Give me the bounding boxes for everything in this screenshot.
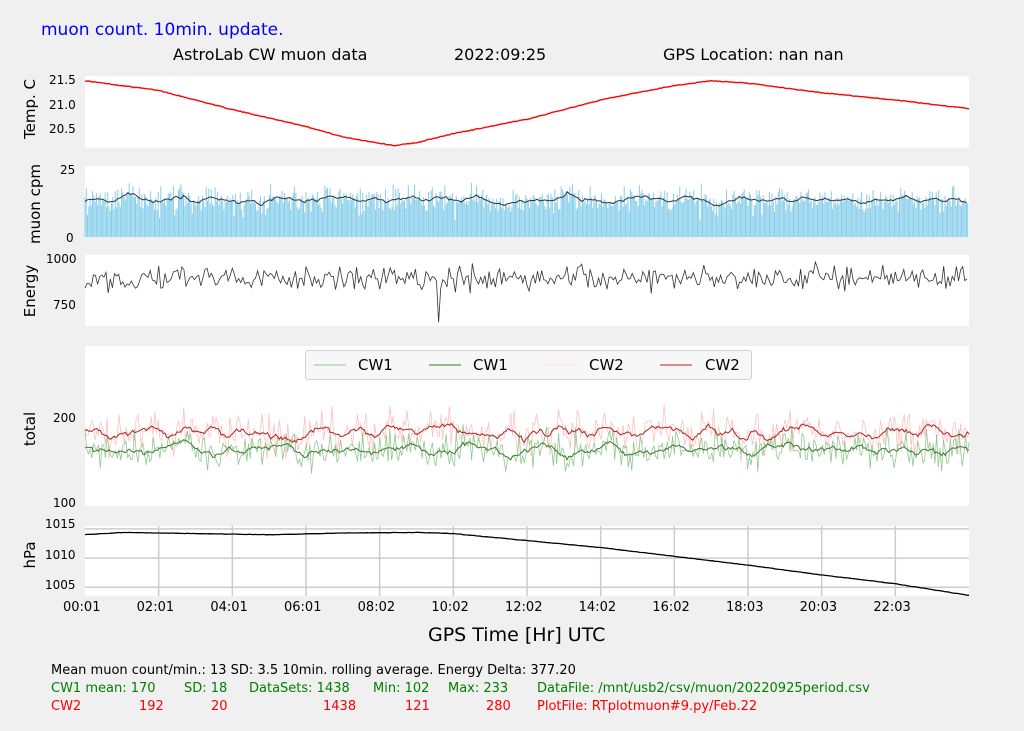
total-ytick: 100 (53, 496, 76, 510)
muon-ytick: 0 (66, 231, 74, 245)
stats-line-1: Mean muon count/min.: 13 SD: 3.5 10min. … (51, 663, 576, 678)
x-tick-label: 20:03 (799, 600, 838, 615)
cw2-mean: 192 (139, 699, 164, 714)
plot-file: PlotFile: RTplotmuon#9.py/Feb.22 (537, 699, 758, 714)
x-axis-label: GPS Time [Hr] UTC (428, 624, 606, 646)
temp-ytick: 20.5 (49, 122, 76, 136)
temperature-line (85, 79, 969, 147)
muon-ytick: 25 (60, 163, 76, 177)
pressure-line (84, 531, 969, 596)
x-tick-label: 00:01 (63, 600, 101, 615)
legend-label-cw2-avg: CW2 (705, 356, 740, 374)
muon-rolling-average (84, 191, 967, 207)
cw1-sd: SD: 18 (184, 681, 228, 696)
x-tick-label: 02:01 (136, 600, 175, 615)
temp-ytick: 21.0 (49, 98, 76, 112)
cw1-mean: CW1 mean: 170 (51, 681, 156, 696)
chart-date: 2022:09:25 (454, 45, 547, 64)
cw2-datasets: 1438 (323, 699, 357, 714)
cw2-average-line (84, 422, 970, 444)
cw2-sd: 20 (211, 699, 228, 714)
cw2-label: CW2 (51, 699, 82, 714)
x-tick-label: 22:03 (873, 600, 911, 615)
energy-ytick: 750 (53, 298, 76, 312)
pressure-ytick: 1005 (45, 578, 76, 592)
legend: CW1 CW1 CW2 CW2 (305, 350, 752, 380)
x-tick-label: 08:02 (357, 600, 396, 615)
temp-ytick: 21.5 (49, 73, 76, 87)
update-note: muon count. 10min. update. (41, 20, 284, 40)
x-tick-label: 12:02 (505, 600, 543, 615)
total-ytick: 200 (53, 411, 76, 425)
temp-panel (85, 76, 969, 148)
cw2-min: 121 (405, 699, 430, 714)
cw1-max: Max: 233 (448, 681, 509, 696)
energy-panel (85, 255, 969, 326)
x-tick-label: 04:01 (210, 600, 248, 615)
muon-bars (84, 182, 969, 237)
x-tick-label: 18:03 (726, 600, 764, 615)
data-file: DataFile: /mnt/usb2/csv/muon/20220925per… (537, 681, 870, 696)
energy-line (84, 260, 968, 323)
legend-label-cw1-avg: CW1 (473, 356, 508, 374)
energy-ytick: 1000 (46, 252, 77, 266)
gps-location: GPS Location: nan nan (663, 45, 844, 64)
cw2-max: 280 (486, 699, 511, 714)
legend-label-cw1: CW1 (358, 356, 393, 374)
cw1-average-line (84, 439, 970, 461)
cw1-raw-line (84, 424, 970, 474)
pressure-ytick: 1010 (45, 548, 76, 562)
legend-label-cw2: CW2 (589, 356, 624, 374)
x-tick-label: 06:01 (284, 600, 322, 615)
cw1-datasets: DataSets: 1438 (249, 681, 350, 696)
pressure-ytick: 1015 (45, 517, 76, 531)
x-tick-label: 16:02 (652, 600, 690, 615)
chart-title: AstroLab CW muon data (173, 45, 368, 64)
cw1-min: Min: 102 (373, 681, 430, 696)
x-tick-label: 14:02 (578, 600, 617, 615)
x-tick-label: 10:02 (431, 600, 469, 615)
